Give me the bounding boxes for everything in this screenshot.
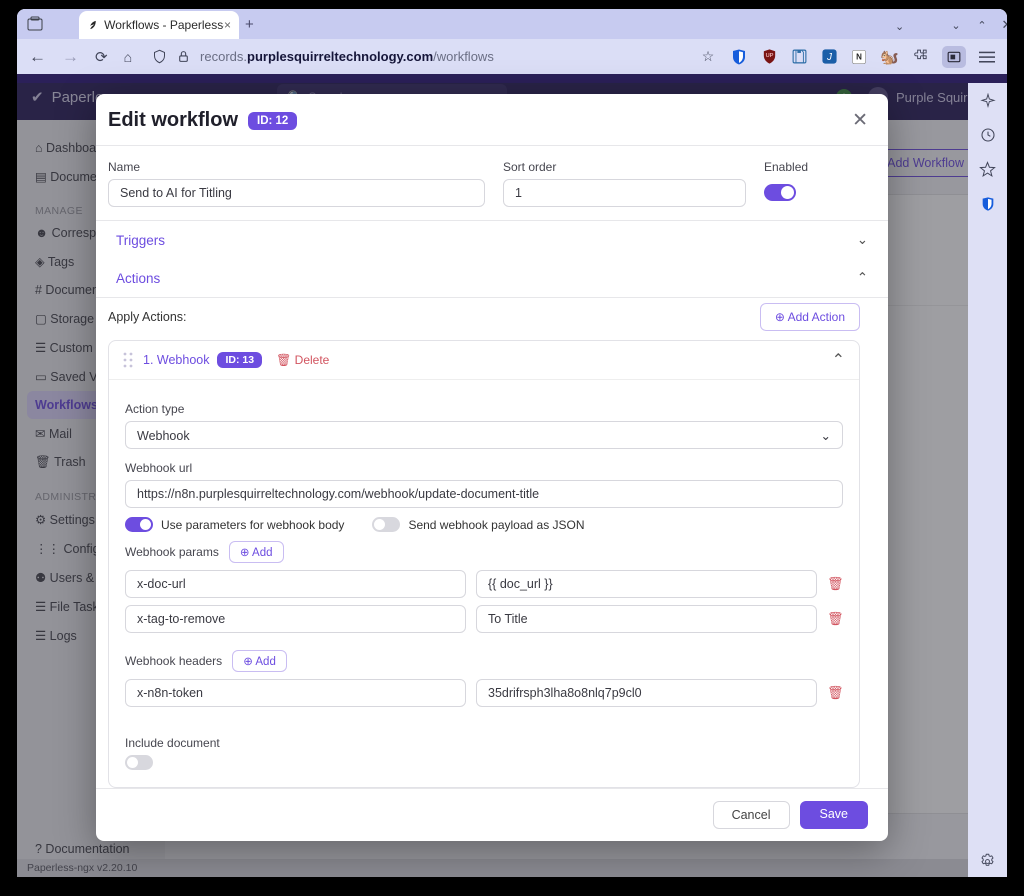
svg-text:UP: UP: [766, 53, 774, 59]
svg-text:J: J: [826, 52, 833, 63]
svg-text:N: N: [856, 52, 862, 61]
